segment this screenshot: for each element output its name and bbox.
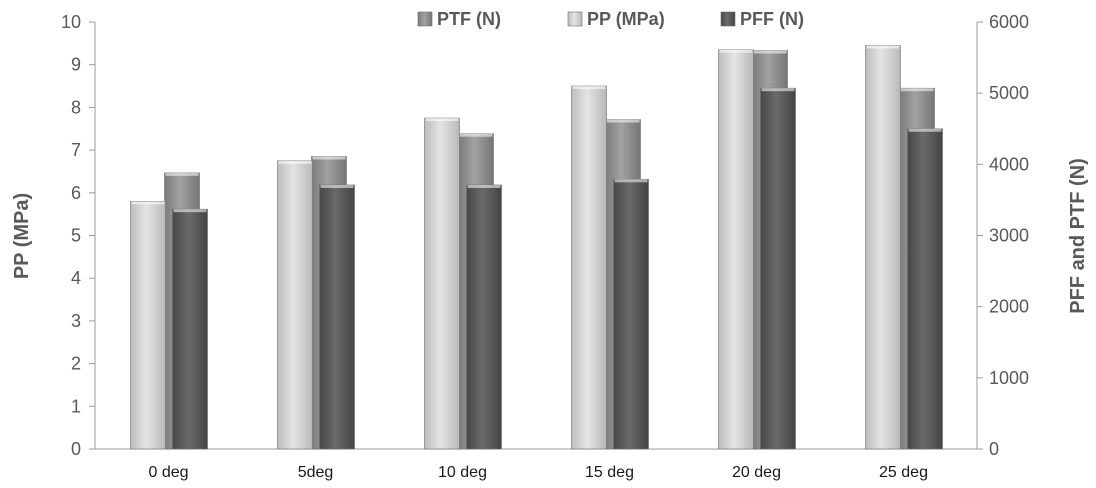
pp-bar-body xyxy=(865,45,901,450)
ptf-bar-highlight xyxy=(753,50,787,54)
pff-bar xyxy=(172,208,208,450)
pp-bar-highlight xyxy=(425,118,459,122)
legend: PTF (N) PP (MPa) PFF (N) xyxy=(417,9,804,29)
legend-swatch xyxy=(417,11,433,27)
pff-bar-highlight xyxy=(614,179,648,183)
legend-swatch xyxy=(567,11,583,27)
x-axis-ticks: 0 deg 5deg 10 deg 15 deg 20 deg 25 deg xyxy=(148,464,927,481)
pp-bar xyxy=(424,117,460,450)
x-tick-label: 5deg xyxy=(298,464,334,481)
left-tick-label: 0 xyxy=(71,439,81,459)
pff-bar-body xyxy=(613,178,649,450)
left-tick-label: 5 xyxy=(71,226,81,246)
right-tick-label: 1000 xyxy=(989,368,1029,388)
legend-item-pff: PFF (N) xyxy=(720,9,804,29)
legend-label: PTF (N) xyxy=(437,9,501,29)
left-tick-label: 4 xyxy=(71,268,81,288)
left-tick-label: 3 xyxy=(71,311,81,331)
x-tick-label: 0 deg xyxy=(148,464,188,481)
x-tick-label: 15 deg xyxy=(585,464,634,481)
legend-label: PP (MPa) xyxy=(587,9,665,29)
pff-bar-body xyxy=(172,208,208,450)
pp-bar-body xyxy=(130,201,166,450)
pff-bar-body xyxy=(319,184,355,450)
legend-swatch xyxy=(720,11,736,27)
pp-bar-body xyxy=(277,160,313,450)
pp-bar-highlight xyxy=(278,160,312,164)
left-tick-label: 9 xyxy=(71,55,81,75)
pff-bar-body xyxy=(907,128,943,450)
pp-bar-body xyxy=(424,117,460,450)
pff-bar xyxy=(319,184,355,450)
left-tick-label: 7 xyxy=(71,140,81,160)
pff-bar xyxy=(907,128,943,450)
pff-bar-highlight xyxy=(173,209,207,213)
left-tick-label: 8 xyxy=(71,97,81,117)
axes xyxy=(94,22,978,450)
x-tick-label: 25 deg xyxy=(879,464,928,481)
right-axis-ticks: 0 1000 2000 3000 4000 5000 6000 xyxy=(977,12,1029,459)
bars xyxy=(130,45,943,450)
pff-bar xyxy=(466,184,502,450)
right-tick-label: 2000 xyxy=(989,297,1029,317)
pp-bar xyxy=(130,201,166,450)
x-tick-label: 20 deg xyxy=(732,464,781,481)
pff-bar-highlight xyxy=(761,88,795,92)
x-tick-label: 10 deg xyxy=(438,464,487,481)
ptf-bar-highlight xyxy=(606,119,640,123)
right-tick-label: 0 xyxy=(989,439,999,459)
right-tick-label: 4000 xyxy=(989,154,1029,174)
pff-bar-highlight xyxy=(467,184,501,188)
left-axis-ticks: 0 1 2 3 4 5 6 7 8 9 10 xyxy=(61,12,95,459)
pp-bar-highlight xyxy=(131,201,165,205)
pff-bar-highlight xyxy=(320,184,354,188)
pff-bar xyxy=(613,178,649,450)
right-tick-label: 3000 xyxy=(989,226,1029,246)
pp-bar-body xyxy=(718,49,754,450)
left-tick-label: 1 xyxy=(71,396,81,416)
left-tick-label: 6 xyxy=(71,183,81,203)
ptf-bar-highlight xyxy=(900,88,934,92)
ptf-bar-highlight xyxy=(165,172,199,176)
right-tick-label: 6000 xyxy=(989,12,1029,32)
pff-bar-highlight xyxy=(908,128,942,132)
ptf-bar-highlight xyxy=(459,133,493,137)
ptf-bar-highlight xyxy=(312,156,346,160)
pff-bar xyxy=(760,87,796,450)
left-tick-label: 10 xyxy=(61,12,81,32)
y-axis-title: PP (MPa) xyxy=(11,193,33,279)
right-tick-label: 5000 xyxy=(989,83,1029,103)
legend-item-pp: PP (MPa) xyxy=(567,9,665,29)
pp-bar xyxy=(571,85,607,450)
pp-bar xyxy=(718,49,754,450)
pff-bar-body xyxy=(760,87,796,450)
pp-bar xyxy=(865,45,901,450)
pp-bar-body xyxy=(571,85,607,450)
pp-bar xyxy=(277,160,313,450)
pff-bar-body xyxy=(466,184,502,450)
pp-bar-highlight xyxy=(719,49,753,53)
legend-item-ptf: PTF (N) xyxy=(417,9,501,29)
y2-axis-title: PFF and PTF (N) xyxy=(1067,158,1089,314)
pp-bar-highlight xyxy=(866,45,900,49)
legend-label: PFF (N) xyxy=(740,9,804,29)
left-tick-label: 2 xyxy=(71,354,81,374)
pp-bar-highlight xyxy=(572,86,606,90)
